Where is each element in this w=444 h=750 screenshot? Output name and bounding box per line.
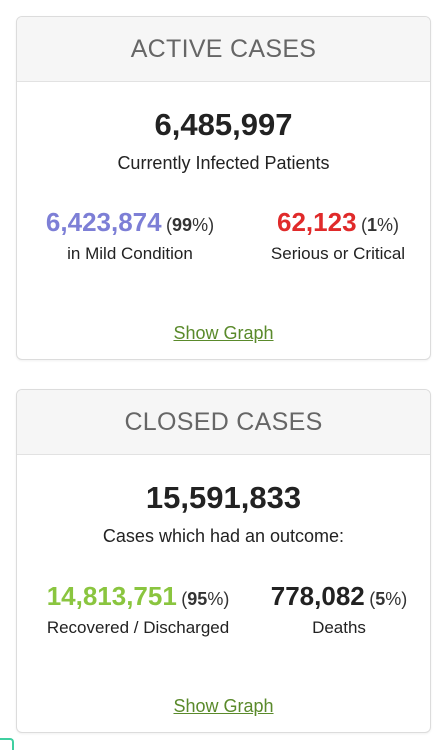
closed-cases-panel: CLOSED CASES 15,591,833 Cases which had … xyxy=(16,389,431,733)
mild-condition-value: 6,423,874 xyxy=(45,207,162,237)
corner-bracket-icon xyxy=(0,738,14,750)
active-cases-total: 6,485,997 xyxy=(154,107,293,142)
recovered-stat: 14,813,751 (95%) Recovered / Discharged xyxy=(25,581,251,638)
serious-critical-stat: 62,123 (1%) Serious or Critical xyxy=(253,207,423,264)
serious-critical-label: Serious or Critical xyxy=(270,244,406,263)
deaths-stat: 778,082 (5%) Deaths xyxy=(259,581,419,638)
active-cases-panel: ACTIVE CASES 6,485,997 Currently Infecte… xyxy=(16,16,431,360)
recovered-percent: (95%) xyxy=(181,589,230,609)
recovered-label: Recovered / Discharged xyxy=(46,618,230,637)
closed-cases-subtitle: Cases which had an outcome: xyxy=(102,526,345,546)
serious-critical-value: 62,123 xyxy=(277,207,357,237)
deaths-percent: (5%) xyxy=(369,589,408,609)
active-cases-subtitle: Currently Infected Patients xyxy=(117,153,330,173)
closed-cases-total: 15,591,833 xyxy=(145,480,302,515)
deaths-label: Deaths xyxy=(312,618,366,637)
recovered-value: 14,813,751 xyxy=(46,581,177,611)
active-cases-header: ACTIVE CASES xyxy=(17,17,430,82)
mild-condition-label: in Mild Condition xyxy=(67,244,193,263)
mild-condition-stat: 6,423,874 (99%) in Mild Condition xyxy=(35,207,225,264)
deaths-value: 778,082 xyxy=(270,581,365,611)
serious-critical-percent: (1%) xyxy=(360,215,399,235)
closed-show-graph-link[interactable]: Show Graph xyxy=(173,696,274,716)
active-show-graph-link[interactable]: Show Graph xyxy=(173,323,274,343)
mild-condition-percent: (99%) xyxy=(166,215,215,235)
closed-cases-header: CLOSED CASES xyxy=(17,390,430,455)
